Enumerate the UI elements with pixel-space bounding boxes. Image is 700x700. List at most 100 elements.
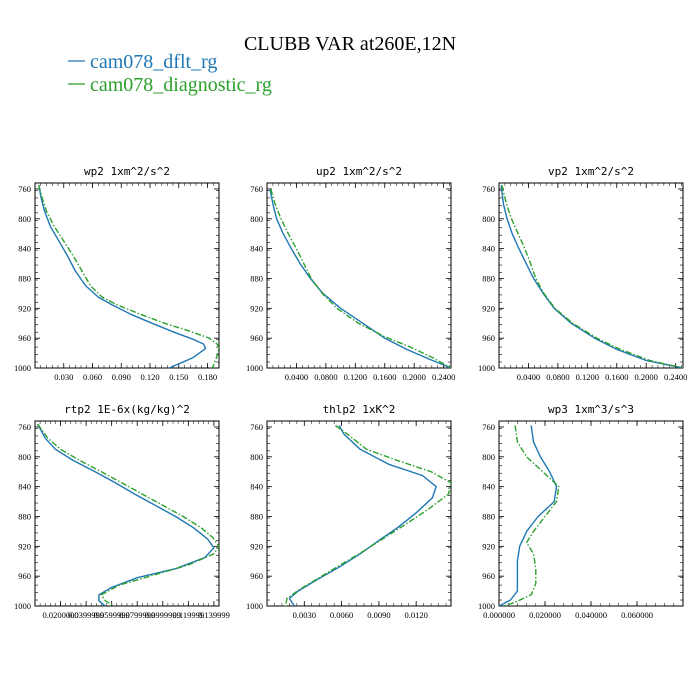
y-tick-label: 760	[250, 184, 263, 194]
y-tick-label: 960	[18, 571, 31, 581]
y-tick-label: 1000	[14, 363, 31, 373]
series-group	[284, 424, 451, 606]
y-tick-label: 760	[482, 184, 495, 194]
x-tick-label: 0.0799999	[119, 610, 155, 620]
y-tick-label: 960	[250, 333, 263, 343]
y-tick-label: 920	[18, 541, 31, 551]
y-tick-label: 800	[250, 214, 263, 224]
panel-title: wp3 1xm^3/s^3	[548, 403, 634, 416]
x-tick-label: 0.0060	[330, 610, 353, 620]
x-tick-label: 0.120	[140, 372, 159, 382]
series-line-2	[38, 185, 219, 368]
panel-4: rtp2 1E-6x(kg/kg)^2 760 800 840 880 920 960 100…	[14, 403, 230, 620]
x-tick-label: 0.060	[83, 372, 102, 382]
panel-title: up2 1xm^2/s^2	[316, 165, 402, 178]
x-tick-label: 0.1600	[373, 372, 396, 382]
series-line-2	[501, 185, 683, 368]
x-tick-label: 0.0800	[546, 372, 569, 382]
x-tick-label: 0.0120	[405, 610, 428, 620]
y-tick-label: 920	[482, 303, 495, 313]
series-line-1	[499, 425, 558, 606]
x-tick-label: 0.030	[54, 372, 73, 382]
x-tick-label: 0.040000	[575, 610, 607, 620]
y-tick-label: 920	[250, 541, 263, 551]
x-tick-label: 0.0399999	[68, 610, 104, 620]
y-tick-label: 960	[18, 333, 31, 343]
series-line-2	[270, 188, 451, 368]
y-tick-label: 880	[18, 511, 31, 521]
y-tick-label: 1000	[246, 363, 263, 373]
y-tick-label: 800	[18, 452, 31, 462]
y-tick-label: 920	[250, 303, 263, 313]
y-tick-label: 840	[18, 482, 31, 492]
y-tick-label: 1000	[478, 363, 495, 373]
series-line-1	[500, 185, 683, 368]
y-tick-label: 760	[18, 184, 31, 194]
y-tick-label: 800	[250, 452, 263, 462]
y-tick-label: 760	[18, 422, 31, 432]
x-tick-label: 0.020000	[529, 610, 561, 620]
x-tick-label: 0.0090	[367, 610, 390, 620]
series-group	[269, 188, 451, 368]
y-tick-label: 840	[482, 482, 495, 492]
x-tick-label: 0.0999999	[145, 610, 181, 620]
panel-1: wp2 1xm^2/s^2 760 800 840 880 920 960 1000 0.030…	[14, 165, 220, 382]
legend-label-2: cam078_diagnostic_rg	[90, 74, 272, 96]
y-tick-label: 760	[250, 422, 263, 432]
x-tick-label: 0.0400	[285, 372, 308, 382]
series-line-1	[38, 185, 207, 368]
x-tick-label: 0.1600	[605, 372, 628, 382]
x-tick-label: 0.0030	[293, 610, 316, 620]
x-tick-label: 0.180	[198, 372, 217, 382]
y-tick-label: 880	[250, 511, 263, 521]
plot-frame	[498, 420, 684, 607]
y-tick-label: 800	[482, 452, 495, 462]
panel-title: rtp2 1E-6x(kg/kg)^2	[64, 403, 190, 416]
x-tick-label: 0.000000	[483, 610, 515, 620]
series-line-2	[37, 423, 219, 606]
series-group	[36, 423, 219, 606]
plot-frame	[34, 420, 220, 607]
y-tick-label: 1000	[478, 601, 495, 611]
plot-frame	[266, 420, 452, 607]
series-group	[38, 185, 219, 368]
legend-label-1: cam078_dflt_rg	[90, 51, 217, 73]
series-line-1	[288, 425, 437, 606]
y-tick-label: 1000	[14, 601, 31, 611]
y-tick-label: 880	[18, 273, 31, 283]
panel-title: vp2 1xm^2/s^2	[548, 165, 634, 178]
y-tick-label: 880	[482, 273, 495, 283]
series-line-1	[269, 188, 451, 368]
x-tick-label: 0.1200	[344, 372, 367, 382]
y-tick-label: 840	[250, 244, 263, 254]
x-tick-label: 0.119999	[173, 610, 205, 620]
x-tick-label: 0.139999	[198, 610, 230, 620]
panel-title: wp2 1xm^2/s^2	[84, 165, 170, 178]
y-tick-label: 1000	[246, 601, 263, 611]
y-tick-label: 960	[482, 571, 495, 581]
y-tick-label: 800	[18, 214, 31, 224]
panel-3: vp2 1xm^2/s^2 760 800 840 880 920 960 1000 0.040…	[478, 165, 687, 382]
y-tick-label: 880	[482, 511, 495, 521]
x-tick-label: 0.0800	[314, 372, 337, 382]
plot-frame	[34, 182, 220, 369]
x-tick-label: 0.0599999	[94, 610, 130, 620]
x-tick-label: 0.1200	[576, 372, 599, 382]
x-tick-label: 0.0200000	[42, 610, 78, 620]
series-group	[500, 185, 683, 368]
x-tick-label: 0.2000	[403, 372, 426, 382]
plot-frame	[266, 182, 452, 369]
panel-2: up2 1xm^2/s^2 760 800 840 880 920 960 1000 0.040…	[246, 165, 455, 382]
x-tick-label: 0.0400	[517, 372, 540, 382]
series-line-2	[284, 424, 451, 606]
panel-title: thlp2 1xK^2	[323, 403, 396, 416]
x-tick-label: 0.150	[169, 372, 188, 382]
figure-title: CLUBB VAR at260E,12N	[244, 33, 456, 55]
series-line-2	[503, 425, 560, 606]
y-tick-label: 760	[482, 422, 495, 432]
y-tick-label: 840	[250, 482, 263, 492]
y-tick-label: 920	[482, 541, 495, 551]
x-tick-label: 0.2000	[635, 372, 658, 382]
legend: cam078_dflt_rg cam078_diagnostic_rg	[68, 51, 272, 96]
